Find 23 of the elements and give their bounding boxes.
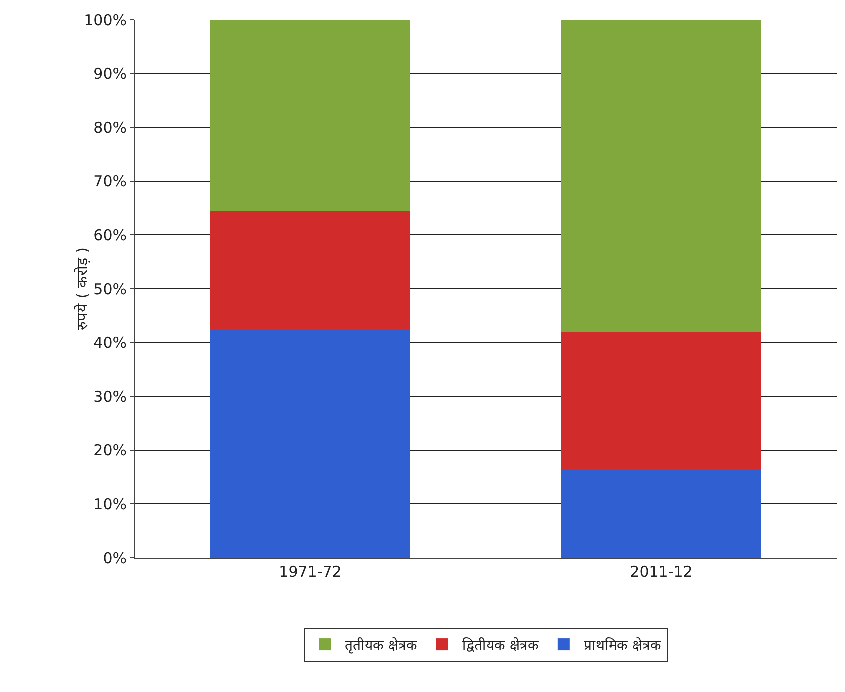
y-tick-label: 40% <box>94 334 127 352</box>
bar <box>210 210 411 330</box>
y-tick-label: 50% <box>94 280 127 298</box>
y-tick-label: 10% <box>94 495 127 514</box>
y-tick-label: 60% <box>94 226 127 244</box>
legend-label: द्वितीयक क्षेत्रक <box>462 637 539 654</box>
x-tick-label: 1971-72 <box>279 563 342 581</box>
bar <box>561 332 762 470</box>
x-tick-label: 2011-12 <box>630 563 693 581</box>
bar <box>210 329 411 558</box>
y-tick-label: 70% <box>94 172 127 191</box>
bar <box>561 20 762 332</box>
y-tick-label: 20% <box>94 442 127 460</box>
legend-label: प्राथमिक क्षेत्रक <box>584 637 662 654</box>
legend-label: तृतीयक क्षेत्रक <box>345 637 418 654</box>
y-tick-label: 0% <box>103 549 127 568</box>
bar <box>210 20 411 211</box>
bar <box>561 469 762 558</box>
y-tick-label: 100% <box>84 11 127 30</box>
y-tick-label: 30% <box>94 388 127 406</box>
y-axis-title: रुपये ( करोड़ ) <box>74 247 92 331</box>
y-tick-label: 90% <box>94 65 127 84</box>
y-tick-label: 80% <box>94 118 127 137</box>
